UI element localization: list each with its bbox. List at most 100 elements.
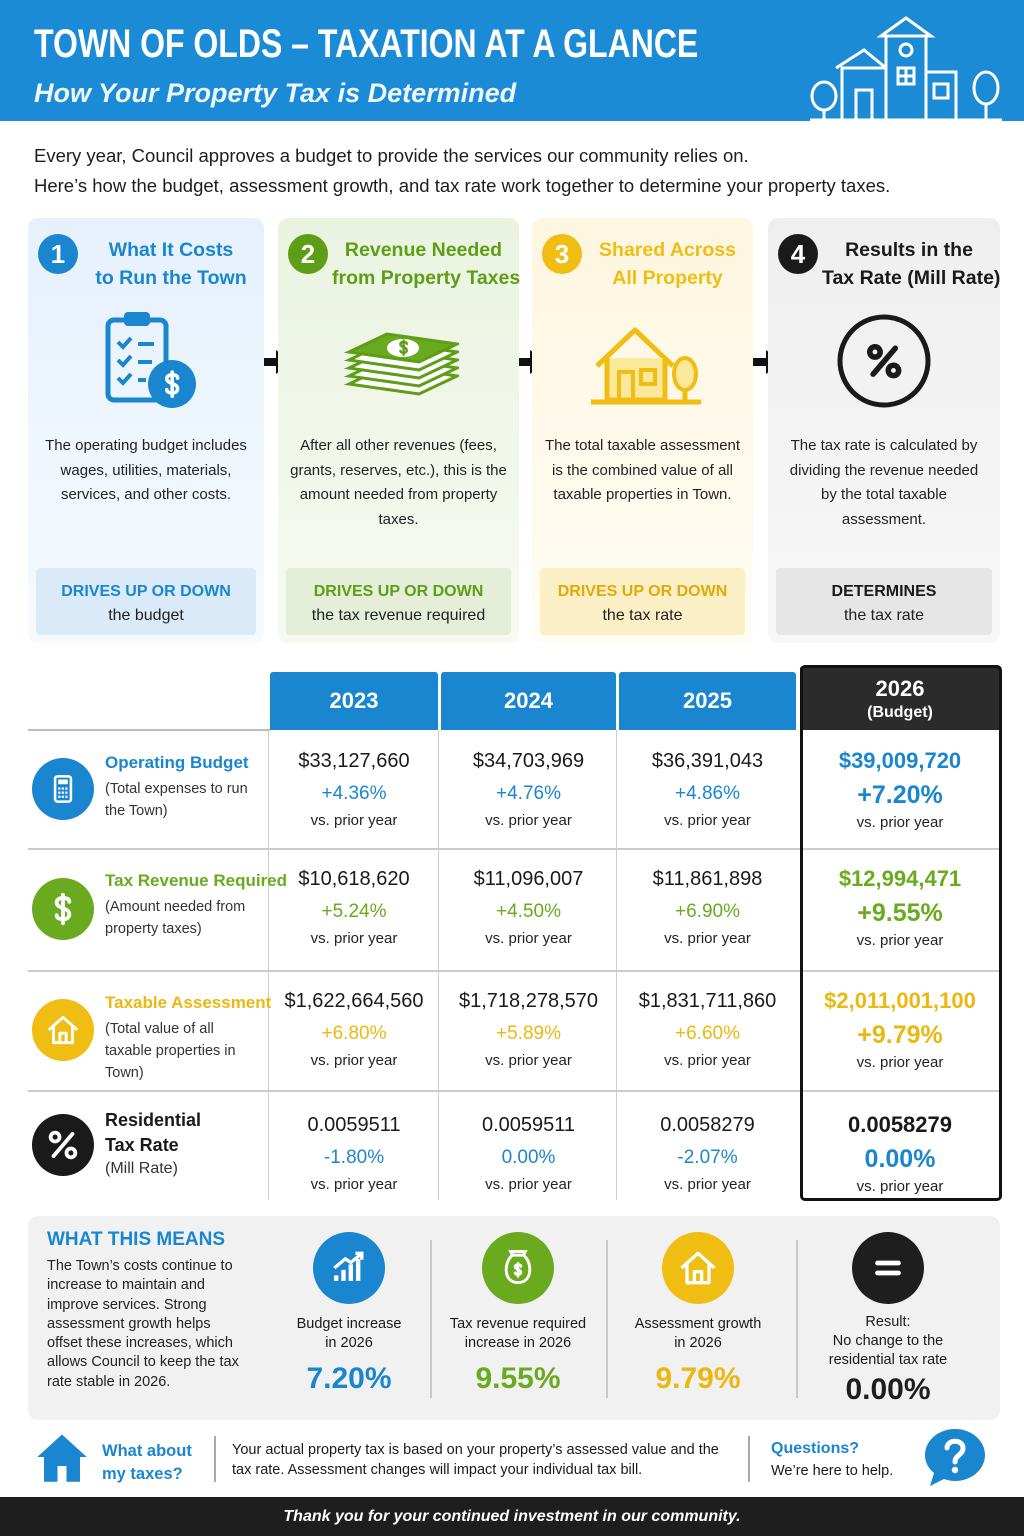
step-effect: DRIVES UP OR DOWN the tax revenue require… [286,568,511,635]
cell-value: $11,096,007 [473,868,584,890]
step-title-line: All Property [612,267,723,289]
step-icon [590,327,701,405]
cell-basis: vs. prior year [310,1052,398,1069]
table-cell: 0.0058279 0.00% vs. prior year [800,1108,1000,1198]
help-icon [925,1429,985,1486]
column-header: 2025 [619,672,796,730]
column-year: 2023 [329,688,379,713]
row-label: Residential Tax Rate (Mill Rate) [105,1108,265,1180]
summary-icon [875,1260,901,1276]
cell-change: +4.76% [496,783,561,804]
intro-line: Every year, Council approves a budget to… [34,145,749,166]
step-card: 3 Shared Across All Property The total tax… [532,218,753,643]
step-title-line: What It Costs [108,239,234,261]
row-title: Taxable Assessment [105,993,272,1012]
row-divider [28,1090,1000,1092]
row-label: Taxable Assessment (Total value of all ta… [105,990,272,1084]
cell-change: +6.90% [675,901,740,922]
cell-change: +4.36% [321,783,387,804]
row-note: (Total expenses to run the Town) [105,781,248,819]
summary-label-line: Assessment growth [634,1316,762,1332]
row-note: (Amount needed from property taxes) [105,899,246,937]
step-title: Results in the Tax Rate (Mill Rate) [822,236,1001,292]
step-title-line: Revenue Needed [344,239,503,261]
column-year: 2026 [875,676,925,701]
info-divider [748,1436,750,1482]
cell-basis: vs. prior year [485,812,572,829]
column-header: 2024 [441,672,616,730]
column-note: (Budget) [867,704,933,721]
summary-box: WHAT THIS MEANS The Town’s costs continue… [28,1216,1000,1420]
info-question: What about my taxes? [102,1442,192,1483]
summary-icon [680,1251,716,1285]
summary-label-line: Result: [865,1314,911,1330]
cell-value: $33,127,660 [298,750,410,772]
cell-change: 0.00% [864,1145,936,1173]
summary-label-line: Tax revenue required [449,1316,587,1332]
cell-value: $10,618,620 [298,868,410,890]
row-icon [53,775,73,803]
cell-basis: vs. prior year [664,812,751,829]
step-icon [837,314,931,408]
summary-label-line: Budget increase [296,1316,402,1332]
table-cell: $33,127,660 +4.36% vs. prior year [270,744,438,832]
table-cell: $12,994,471 +9.55% vs. prior year [800,862,1000,952]
summary-icon-wrap [852,1232,924,1304]
cell-change: -2.07% [677,1147,738,1168]
step-title-line: Tax Rate (Mill Rate) [822,267,1001,289]
info-text: Your actual property tax is based on you… [232,1442,719,1478]
cell-change: +4.50% [496,901,561,922]
cell-value: 0.0059511 [481,1114,576,1136]
table-cell: $1,718,278,570 +5.89% vs. prior year [441,984,616,1072]
step-title-line: Shared Across [599,239,736,261]
effect-target: the tax rate [843,607,925,624]
cell-value: $11,861,898 [652,868,763,890]
cell-value: 0.0058279 [848,1112,952,1137]
cell-change: -1.80% [323,1147,385,1168]
column-divider [268,730,269,1200]
row-icon [48,1130,78,1160]
row-icon-wrap [32,999,94,1061]
summary-icon [333,1251,364,1281]
header: TOWN OF OLDS – TAXATION AT A GLANCE How … [0,0,1024,122]
step-card: 1 What It Costs to Run the Town The operat… [28,218,264,643]
step-description: The total taxable assessment is the comb… [544,437,741,503]
row-title: Operating Budget [105,753,249,772]
step-icon [343,332,462,396]
cell-basis: vs. prior year [856,814,944,831]
step-description: The tax rate is calculated by dividing t… [789,437,979,528]
cell-value: $39,009,720 [838,748,962,773]
cell-value: $1,831,711,860 [638,990,777,1012]
help-icon-wrap [922,1426,988,1493]
table-cell: $2,011,001,100 +9.79% vs. prior year [800,984,1000,1074]
step-icon-wrap [278,306,519,421]
column-divider [616,730,617,1200]
cell-value: 0.0059511 [307,1114,401,1136]
column-divider [438,730,439,1200]
summary-icon-wrap [482,1232,554,1304]
row-divider [28,970,1000,972]
table-cell: $11,861,898 +6.90% vs. prior year [619,862,796,950]
row-note: (Total value of all taxable properties i… [105,1021,236,1081]
cell-change: +6.60% [675,1023,740,1044]
summary-label-line: residential tax rate [828,1352,948,1368]
summary-icon [504,1250,532,1285]
cell-change: +4.86% [675,783,740,804]
step-card: 2 Revenue Needed from Property Taxes After … [278,218,520,643]
subtitle: How Your Property Tax is Determined [34,78,517,108]
step-card: 4 Results in the Tax Rate (Mill Rate) The t… [768,218,1000,643]
column-header: 2026 (Budget) [800,666,1000,730]
cell-change: +9.79% [857,1021,943,1049]
summary-divider [796,1240,798,1398]
cell-basis: vs. prior year [664,930,751,947]
column-year: 2024 [504,688,553,713]
step-icon-wrap [768,306,1000,421]
step-icon-wrap [28,306,264,421]
summary-label-line: in 2026 [325,1335,373,1351]
table-cell: 0.0059511 0.00% vs. prior year [441,1108,616,1196]
town-hall-icon [810,16,1002,122]
cell-basis: vs. prior year [485,930,572,947]
step-description: The operating budget includes wages, uti… [45,437,247,503]
intro: Every year, Council approves a budget to… [34,141,890,201]
cell-basis: vs. prior year [664,1052,751,1069]
